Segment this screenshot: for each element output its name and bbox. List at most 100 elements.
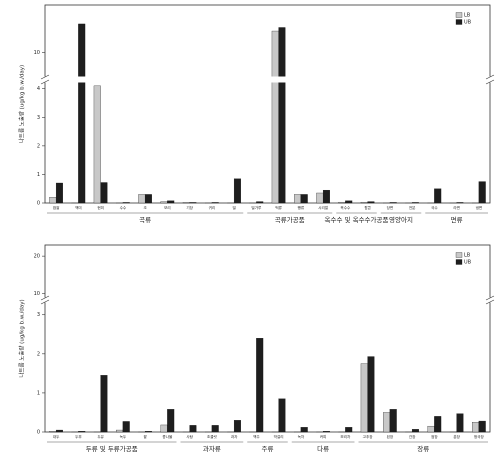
- bar: [389, 409, 397, 433]
- legend-swatch: [455, 252, 463, 258]
- category-label: 맥주: [253, 434, 260, 439]
- bar: [160, 201, 168, 204]
- break-mark: [485, 79, 495, 85]
- bar: [411, 429, 419, 433]
- category-label: 청국장: [474, 434, 485, 439]
- bar: [93, 85, 101, 204]
- category-label: 녹두: [120, 434, 127, 439]
- bar: [167, 200, 175, 204]
- bar: [360, 363, 368, 433]
- y-tick-label: 1: [37, 390, 40, 396]
- category-label: 쌈장: [431, 434, 438, 439]
- category-label: 녹차: [298, 434, 305, 439]
- bar: [360, 201, 368, 204]
- break-mark: [40, 295, 50, 301]
- category-label: 두부: [75, 434, 82, 439]
- category-label: 찹쌀: [53, 205, 60, 210]
- group-label: 과자류: [203, 444, 221, 453]
- bar: [160, 424, 168, 433]
- break-mark: [485, 74, 495, 80]
- y-tick-label: 0: [37, 430, 40, 436]
- category-label: 두유: [97, 435, 104, 439]
- legend-swatch: [455, 19, 463, 25]
- bar: [116, 429, 124, 433]
- category-label: 밀가루: [251, 205, 262, 210]
- category-label: 춘장: [453, 434, 460, 439]
- category-label: 사탕: [186, 434, 193, 439]
- bar: [389, 202, 397, 204]
- bar: [100, 182, 108, 204]
- plot-frame: [44, 4, 491, 204]
- category-label: 전분: [409, 205, 416, 210]
- category-label: 백미: [75, 205, 82, 210]
- y-tick-label: 0: [37, 201, 40, 207]
- bar: [456, 202, 464, 204]
- category-label: 조: [143, 206, 147, 210]
- category-label: 막걸리: [274, 434, 284, 439]
- bar: [49, 197, 57, 204]
- y-tick-label: 1: [37, 172, 40, 178]
- group-label: 장류: [417, 444, 429, 453]
- category-label: 초콜릿: [207, 434, 218, 439]
- category-label: 간장: [409, 434, 416, 439]
- category-label: 기장: [186, 205, 193, 210]
- category-label: 떡류: [275, 205, 282, 210]
- bar: [167, 409, 175, 433]
- bar: [345, 200, 353, 204]
- legend-label: LB: [464, 13, 471, 19]
- bar: [316, 192, 324, 204]
- y-tick-label: 3: [37, 312, 40, 318]
- group-label: 곡류: [139, 216, 151, 224]
- y-tick-label: 10: [34, 291, 40, 297]
- y-tick-label: 2: [37, 351, 40, 357]
- bar: [338, 201, 346, 204]
- bar: [345, 427, 353, 433]
- group-label: 영양아지: [389, 215, 413, 224]
- break-mark: [40, 299, 50, 305]
- legend-label: UB: [464, 260, 472, 266]
- axis-break: [41, 297, 494, 303]
- category-label: 귀리: [209, 205, 216, 210]
- category-label: 커피: [320, 434, 327, 439]
- category-label: 현미: [97, 205, 104, 210]
- bar: [256, 201, 264, 204]
- category-label: 시리얼: [318, 205, 328, 210]
- bar: [189, 202, 197, 204]
- y-tick-label: 3: [37, 115, 40, 121]
- bar: [294, 194, 302, 204]
- legend-swatch: [455, 259, 463, 265]
- bar: [182, 202, 190, 204]
- category-label: 대두: [53, 434, 60, 439]
- bar: [300, 427, 308, 433]
- category-label: 당면: [387, 205, 394, 210]
- category-label: 콩나물: [162, 434, 173, 439]
- bar: [233, 178, 241, 204]
- y-axis-label: 나트륨 노출량 (ug/kg b.w./day): [18, 65, 26, 143]
- y-tick-label: 20: [34, 254, 40, 260]
- bar: [138, 194, 146, 204]
- bar: [434, 416, 442, 433]
- break-mark: [40, 74, 50, 80]
- group-label: 곡류가공품: [275, 215, 305, 224]
- bar: [367, 356, 375, 433]
- group-label: 면류: [451, 215, 463, 224]
- bar: [256, 338, 264, 433]
- bar: [278, 398, 286, 433]
- bar: [472, 422, 480, 433]
- bar: [211, 425, 219, 433]
- category-label: 팥: [143, 434, 147, 439]
- bar: [278, 27, 286, 204]
- category-label: 라면: [453, 205, 460, 210]
- category-label: 팝콘: [364, 205, 371, 210]
- y-axis-label: 나트륨 노출량 (ug/kg b.w./day): [18, 299, 26, 377]
- bar: [322, 189, 330, 204]
- bar: [100, 375, 108, 433]
- bar: [78, 431, 86, 433]
- bar: [122, 202, 130, 204]
- y-tick-label: 4: [37, 86, 40, 92]
- y-tick-label: 2: [37, 143, 40, 149]
- bar: [456, 413, 464, 433]
- bar: [300, 194, 308, 204]
- break-mark: [485, 299, 495, 305]
- bar: [367, 201, 375, 204]
